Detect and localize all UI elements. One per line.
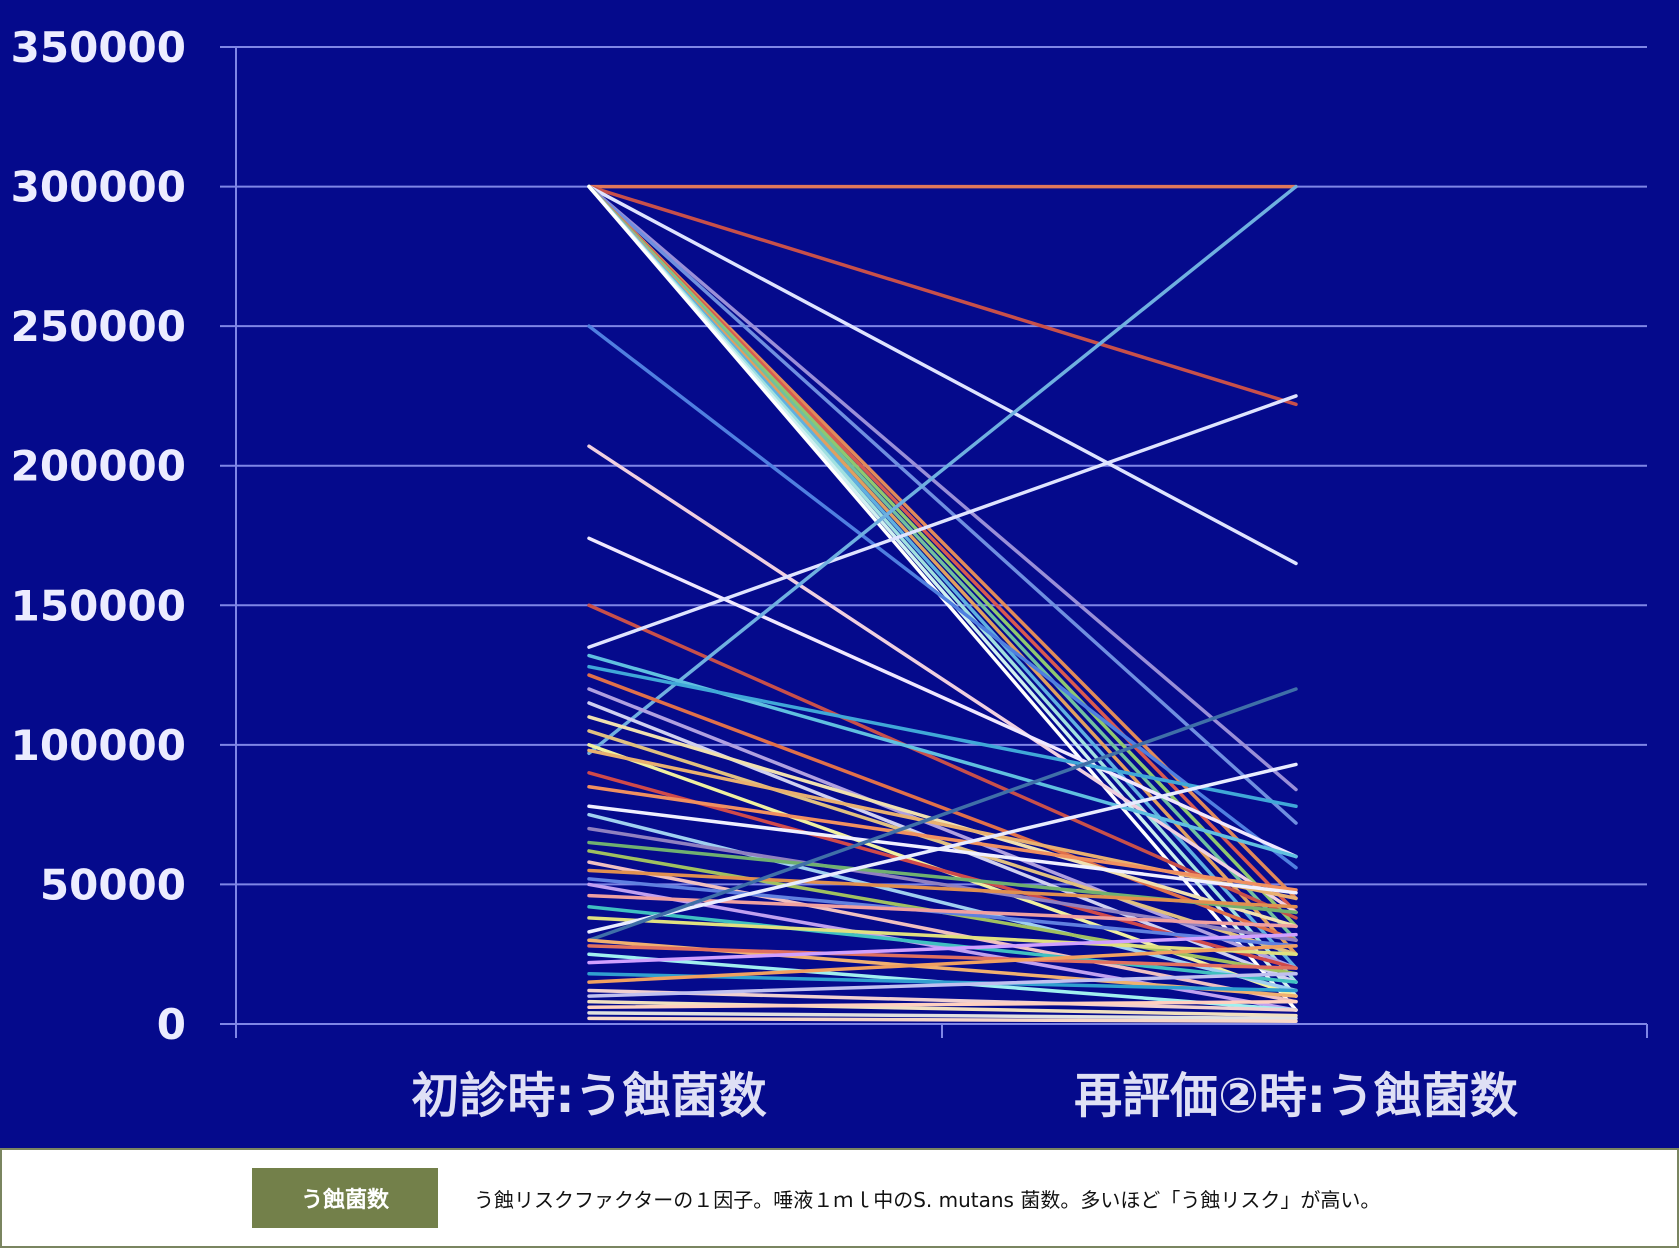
series-line	[587, 999, 1298, 1010]
footer-legend: う蝕菌数 う蝕リスクファクターの１因子。唾液１ｍｌ中のS. mutans 菌数。…	[0, 1148, 1679, 1248]
line-chart: 0 50000 100000 150000 200000 250000 300000 3500…	[11, 23, 1648, 1124]
series-line	[587, 868, 1298, 909]
category-label-initial: 初診時:う蝕菌数	[411, 1068, 766, 1124]
y-tick-label: 150000	[11, 581, 186, 630]
series-line	[587, 673, 1298, 943]
series-line	[587, 687, 1298, 943]
series-line	[587, 944, 1298, 970]
series-line	[587, 762, 1298, 934]
series-line	[587, 1016, 1298, 1023]
series-line	[587, 812, 1298, 993]
series-line	[587, 932, 1298, 965]
series-line	[587, 184, 1298, 792]
series-line	[587, 729, 1298, 956]
y-tick-label: 250000	[11, 302, 186, 351]
series-line	[587, 784, 1298, 892]
series-line	[587, 653, 1298, 859]
series-line	[587, 184, 1298, 407]
series-line	[587, 184, 1298, 755]
y-tick-label: 0	[157, 1000, 186, 1049]
footer-description: う蝕リスクファクターの１因子。唾液１ｍｌ中のS. mutans 菌数。多いほど「…	[474, 1188, 1381, 1212]
y-tick-label: 50000	[40, 860, 186, 909]
series-line	[587, 916, 1298, 956]
y-tick-label: 200000	[11, 442, 186, 491]
series-line	[587, 972, 1298, 998]
series-line	[587, 999, 1298, 1018]
series-line	[587, 905, 1298, 984]
series-line	[587, 536, 1298, 859]
series-line	[587, 184, 1298, 566]
y-tick-label: 100000	[11, 721, 186, 770]
footer-tag: う蝕菌数	[252, 1168, 438, 1228]
series-line	[587, 184, 1298, 825]
series-line	[587, 944, 1298, 984]
y-tick-label: 350000	[11, 23, 186, 72]
category-label-reassessment: 再評価②時:う蝕菌数	[1074, 1068, 1518, 1124]
series-line	[587, 715, 1298, 929]
y-tick-label: 300000	[11, 163, 186, 212]
series-line	[587, 394, 1298, 649]
series-line	[587, 1011, 1298, 1021]
series-line	[587, 324, 1298, 870]
series-line	[587, 664, 1298, 809]
series-line	[587, 893, 1298, 929]
y-axis-ticks: 0 50000 100000 150000 200000 250000 300000 3500…	[11, 23, 186, 1049]
series-lines	[587, 184, 1298, 1023]
series-line	[587, 444, 1298, 915]
x-axis	[220, 47, 1648, 1038]
